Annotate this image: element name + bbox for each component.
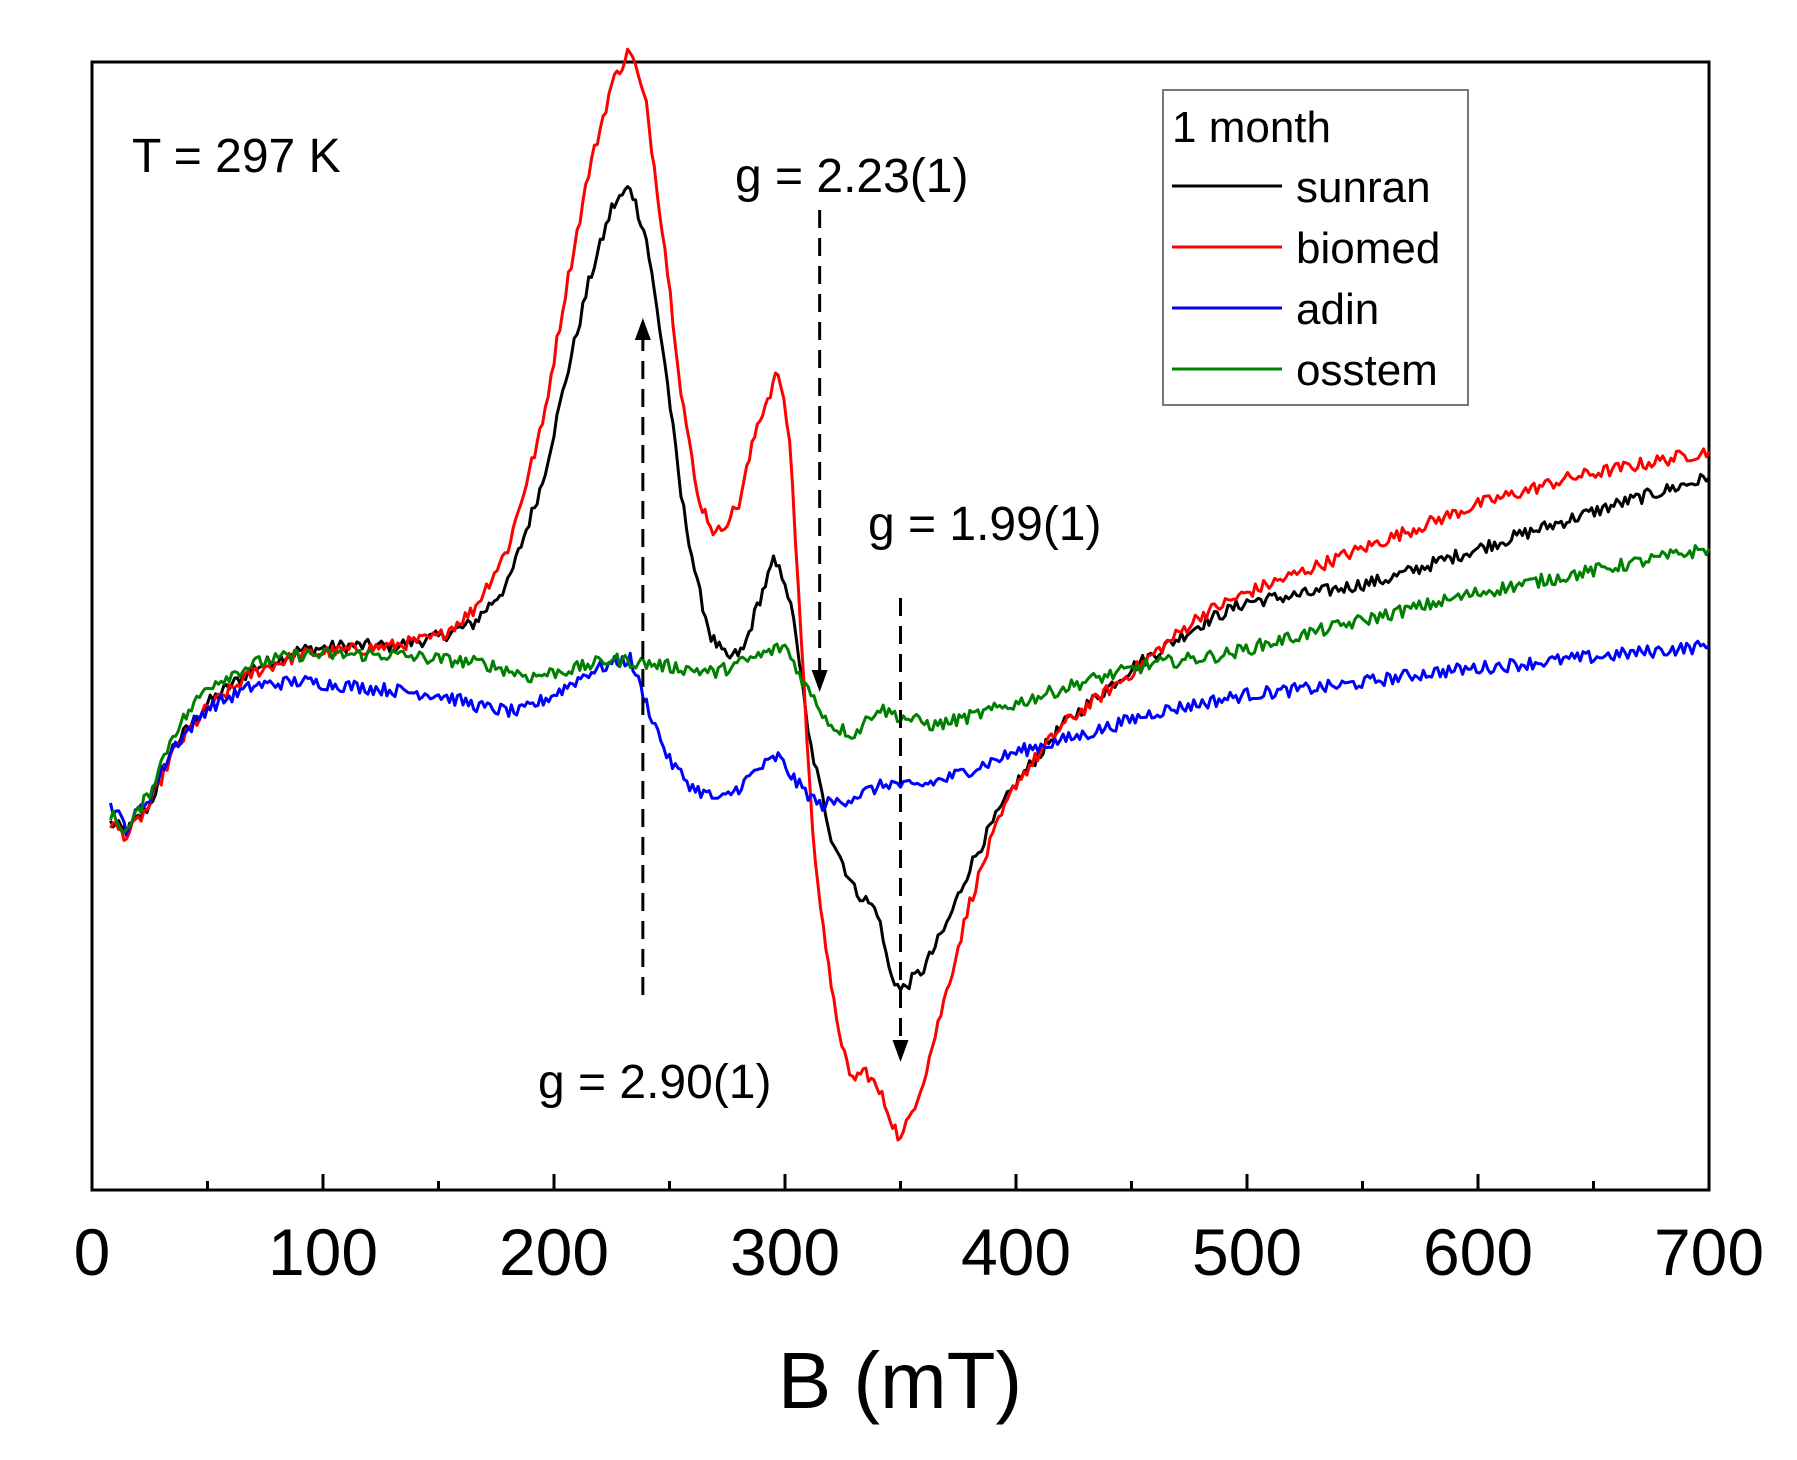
legend: 1 month sunran biomed adin osstem — [1162, 89, 1469, 406]
x-tick-label-100: 100 — [268, 1215, 378, 1289]
annotation-g-2-90: g = 2.90(1) — [538, 1056, 771, 1109]
x-axis-tick-labels: 0 100 200 300 400 500 600 700 — [74, 1215, 1764, 1289]
series-group — [109, 47, 1711, 1142]
x-tick-label-0: 0 — [74, 1215, 111, 1289]
arrow-g-2-90-head — [634, 318, 651, 340]
annotation-temperature: T = 297 K — [132, 130, 341, 183]
x-tick-label-600: 600 — [1423, 1215, 1533, 1289]
x-axis-ticks — [90, 1174, 1711, 1190]
series-line-sunran — [109, 185, 1711, 992]
annotation-g-2-23: g = 2.23(1) — [735, 150, 968, 203]
x-tick-label-500: 500 — [1192, 1215, 1302, 1289]
arrow-g-2-23-head — [811, 670, 828, 692]
series-line-osstem — [109, 544, 1711, 834]
legend-label-adin: adin — [1296, 285, 1379, 334]
legend-label-sunran: sunran — [1296, 163, 1431, 212]
x-tick-label-400: 400 — [961, 1215, 1071, 1289]
annotation-arrows — [634, 210, 909, 1062]
series-line-adin — [109, 639, 1710, 836]
x-tick-label-300: 300 — [730, 1215, 840, 1289]
annotation-g-1-99: g = 1.99(1) — [868, 498, 1101, 551]
legend-title: 1 month — [1172, 103, 1331, 152]
arrow-g-1-99-head — [892, 1040, 909, 1062]
x-axis-title: B (mT) — [778, 1336, 1022, 1425]
legend-label-biomed: biomed — [1296, 224, 1440, 273]
series-line-biomed — [109, 47, 1711, 1142]
legend-label-osstem: osstem — [1296, 346, 1438, 395]
x-tick-label-700: 700 — [1654, 1215, 1764, 1289]
x-tick-label-200: 200 — [499, 1215, 609, 1289]
